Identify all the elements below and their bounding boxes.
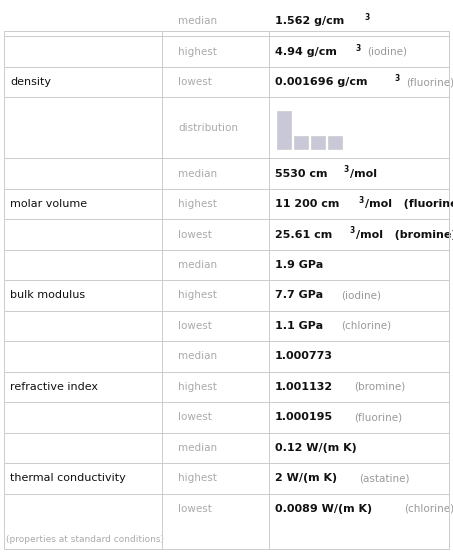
Text: highest: highest	[178, 290, 217, 300]
Text: 3: 3	[365, 13, 370, 22]
Text: distribution: distribution	[178, 123, 238, 133]
Text: 1.9 GPa: 1.9 GPa	[275, 260, 323, 270]
Text: (properties at standard conditions): (properties at standard conditions)	[6, 536, 164, 544]
Text: /mol   (fluorine): /mol (fluorine)	[365, 199, 453, 209]
Text: 3: 3	[395, 74, 400, 83]
Text: 3: 3	[343, 165, 348, 174]
Text: 0.0089 W/(m K): 0.0089 W/(m K)	[275, 504, 372, 514]
Text: median: median	[178, 351, 217, 361]
Text: 1.562 g/cm: 1.562 g/cm	[275, 16, 344, 26]
Text: 5530 cm: 5530 cm	[275, 169, 327, 179]
Text: molar volume: molar volume	[10, 199, 87, 209]
Bar	[277, 111, 291, 149]
Text: (fluorine): (fluorine)	[406, 77, 453, 87]
Text: (fluorine): (fluorine)	[354, 412, 402, 422]
Text: highest: highest	[178, 199, 217, 209]
Bar	[328, 136, 342, 149]
Text: (astatine): (astatine)	[359, 473, 410, 483]
Text: highest: highest	[178, 473, 217, 483]
Text: 3: 3	[355, 44, 361, 53]
Text: highest: highest	[178, 382, 217, 392]
Text: 2 W/(m K): 2 W/(m K)	[275, 473, 337, 483]
Text: median: median	[178, 169, 217, 179]
Text: refractive index: refractive index	[10, 382, 98, 392]
Text: density: density	[10, 77, 51, 87]
Text: 0.12 W/(m K): 0.12 W/(m K)	[275, 443, 357, 453]
Text: 11 200 cm: 11 200 cm	[275, 199, 339, 209]
Text: median: median	[178, 443, 217, 453]
Text: 1.000773: 1.000773	[275, 351, 333, 361]
Text: lowest: lowest	[178, 321, 212, 331]
Text: median: median	[178, 16, 217, 26]
Text: 0.001696 g/cm: 0.001696 g/cm	[275, 77, 367, 87]
Text: 1.001132: 1.001132	[275, 382, 333, 392]
Text: lowest: lowest	[178, 77, 212, 87]
Bar	[311, 136, 325, 149]
Text: 1.000195: 1.000195	[275, 412, 333, 422]
Bar	[294, 136, 308, 149]
Text: 4.94 g/cm: 4.94 g/cm	[275, 47, 337, 57]
Text: /mol   (bromine): /mol (bromine)	[356, 230, 453, 240]
Text: thermal conductivity: thermal conductivity	[10, 473, 126, 483]
Text: bulk modulus: bulk modulus	[10, 290, 85, 300]
Text: (chlorine): (chlorine)	[404, 504, 453, 514]
Text: lowest: lowest	[178, 230, 212, 240]
Text: (iodine): (iodine)	[341, 290, 381, 300]
Text: (bromine): (bromine)	[354, 382, 405, 392]
Text: /mol: /mol	[350, 169, 377, 179]
Text: (chlorine): (chlorine)	[341, 321, 391, 331]
Text: 3: 3	[358, 196, 364, 205]
Text: median: median	[178, 260, 217, 270]
Text: 25.61 cm: 25.61 cm	[275, 230, 332, 240]
Text: lowest: lowest	[178, 504, 212, 514]
Text: 1.1 GPa: 1.1 GPa	[275, 321, 323, 331]
Text: highest: highest	[178, 47, 217, 57]
Text: 7.7 GPa: 7.7 GPa	[275, 290, 323, 300]
Text: lowest: lowest	[178, 412, 212, 422]
Text: (iodine): (iodine)	[367, 47, 407, 57]
Text: 3: 3	[349, 226, 354, 235]
